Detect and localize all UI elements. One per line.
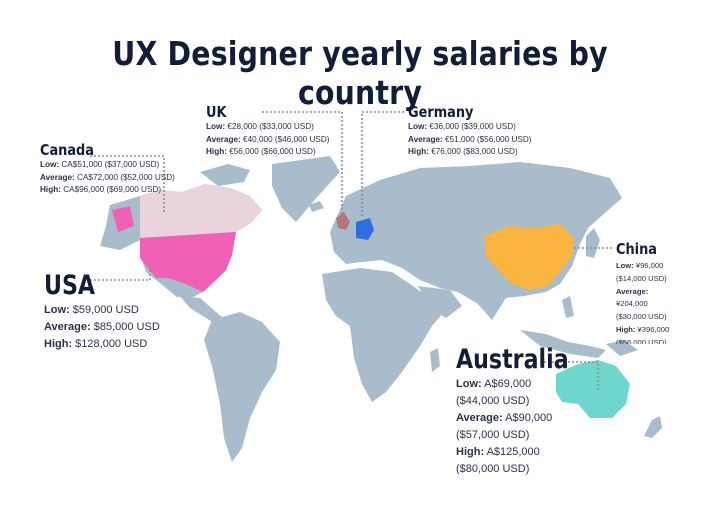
landmass-greenland [272,156,340,222]
country-usa-alaska [112,206,134,232]
country-china [484,224,574,290]
china-average: Average: ¥204,000 ($30,000 USD) [616,286,667,322]
germany-high: High: €76,000 ($83,000 USD) [408,147,518,156]
country-australia [556,360,630,418]
uk-average: Average: €40,000 ($46,000 USD) [206,134,330,144]
china-low: Low: ¥96,000 ($14,000 USD) [616,261,667,283]
country-germany [356,218,374,240]
landmass-africa [322,268,444,402]
australia-low: Low: A$69,000 ($44,000 USD) [456,378,532,407]
landmass-scandinavia [360,180,402,222]
australia-high: High: A$125,000 ($80,000 USD) [456,446,540,475]
germany-average: Average: €51,000 ($56,000 USD) [408,134,532,144]
australia-average: Average: A$90,000 ($57,000 USD) [456,412,553,441]
landmass-japan [586,228,600,258]
label-australia: Australia Low: A$69,000 ($44,000 USD) Av… [456,344,576,478]
usa-high: High: $128,000 USD [44,338,148,350]
label-china: China [616,240,664,258]
landmass-new-zealand [644,416,662,438]
leader-lines [90,111,612,392]
uk-low: Low: €28,000 ($33,000 USD) [206,122,314,131]
usa-average: Average: $85,000 USD [44,321,160,333]
leader-canada [90,155,165,214]
label-uk: UK Low: €28,000 ($33,000 USD) Average: €… [206,103,330,159]
label-germany: Germany Low: €36,000 ($39,000 USD) Avera… [408,103,532,159]
leader-uk [262,111,343,216]
label-china-details: Low: ¥96,000 ($14,000 USD) Average: ¥204… [616,260,674,344]
country-name-australia: Australia [456,344,569,375]
canada-average: Average: CA$72,000 ($52,000 USD) [40,172,175,182]
germany-low: Low: €36,000 ($39,000 USD) [408,122,516,131]
leader-usa [90,264,151,281]
country-name-canada: Canada [40,141,95,159]
country-usa [140,232,236,292]
label-canada: Canada Low: CA$51,000 ($37,000 USD) Aver… [40,141,175,197]
country-canada [140,184,262,238]
landmass-madagascar [430,348,440,372]
page-title: UX Designer yearly salaries by country [112,34,608,112]
country-name-usa: USA [44,270,96,301]
landmass-arctic-islands [200,164,250,186]
uk-high: High: €56,000 ($66,000 USD) [206,147,316,156]
landmass-papua [606,340,638,356]
landmass-philippines [562,296,574,318]
usa-low: Low: $59,000 USD [44,304,139,316]
country-name-germany: Germany [408,103,474,121]
china-high: High: ¥396,000 ($56,000 USD) [616,324,670,344]
label-usa: USA Low: $59,000 USD Average: $85,000 US… [44,270,160,353]
country-name-uk: UK [206,103,227,121]
canada-low: Low: CA$51,000 ($37,000 USD) [40,160,160,169]
landmass-south-america [204,312,280,462]
leader-australia [540,361,599,392]
country-name-china: China [616,240,657,258]
country-uk [336,212,350,230]
canada-high: High: CA$96,000 ($69,000 USD) [40,185,162,194]
leader-germany [361,111,404,218]
landmass-iceland [309,201,324,212]
landmass-arabia [418,286,462,318]
landmass-indonesia [520,330,606,358]
